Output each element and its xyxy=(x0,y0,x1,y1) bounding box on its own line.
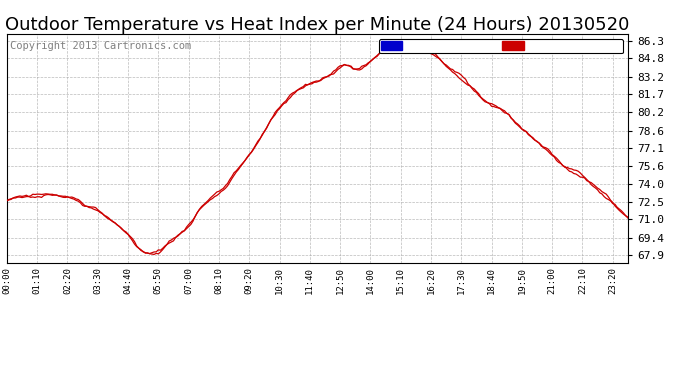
Legend: Heat Index  (°F), Temperature (°F): Heat Index (°F), Temperature (°F) xyxy=(379,39,623,54)
Text: Copyright 2013 Cartronics.com: Copyright 2013 Cartronics.com xyxy=(10,40,191,51)
Title: Outdoor Temperature vs Heat Index per Minute (24 Hours) 20130520: Outdoor Temperature vs Heat Index per Mi… xyxy=(6,16,629,34)
